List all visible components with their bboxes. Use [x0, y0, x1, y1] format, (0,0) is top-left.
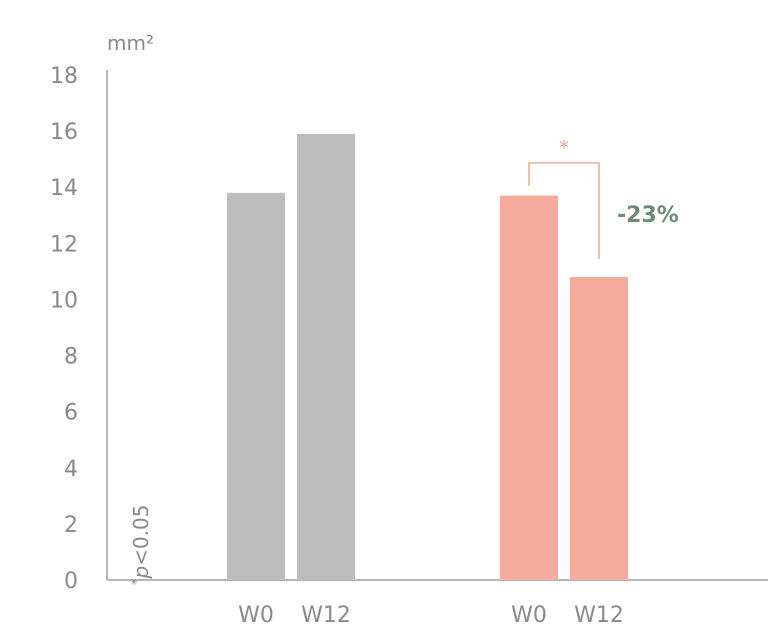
x-category-label: W0 — [238, 603, 274, 628]
y-tick-label: 10 — [50, 288, 78, 313]
footnote-star: * — [130, 578, 145, 585]
y-tick-label: 4 — [64, 457, 78, 482]
y-tick-label: 16 — [50, 120, 78, 145]
y-tick-label: 0 — [64, 569, 78, 594]
bar-group2-w12 — [570, 277, 628, 580]
bar-group1-w0 — [227, 192, 285, 581]
y-tick-label: 12 — [50, 232, 78, 257]
y-tick-label: 18 — [50, 64, 78, 89]
p-value-footnote: *p<0.05 — [129, 505, 153, 586]
y-axis-ticks: 0 2 4 6 8 10 12 14 16 18 — [50, 64, 78, 594]
bar-group1-w12 — [297, 133, 355, 580]
y-tick-label: 14 — [50, 176, 78, 201]
y-tick-label: 2 — [64, 513, 78, 538]
footnote-threshold: <0.05 — [129, 505, 153, 566]
bars-group — [227, 133, 628, 581]
x-category-label: W12 — [301, 603, 351, 628]
y-tick-label: 6 — [64, 401, 78, 426]
percent-change-label: -23% — [617, 203, 679, 228]
x-axis-category-labels: W0 W12 W0 W12 — [238, 603, 624, 628]
y-tick-label: 8 — [64, 345, 78, 370]
x-category-label: W0 — [511, 603, 547, 628]
x-category-label: W12 — [574, 603, 624, 628]
footnote-p: p — [129, 566, 153, 580]
significance-star: * — [559, 136, 569, 160]
bar-group2-w0 — [500, 195, 558, 580]
significance-bracket — [528, 162, 600, 259]
y-axis-unit-label: mm² — [107, 31, 154, 55]
